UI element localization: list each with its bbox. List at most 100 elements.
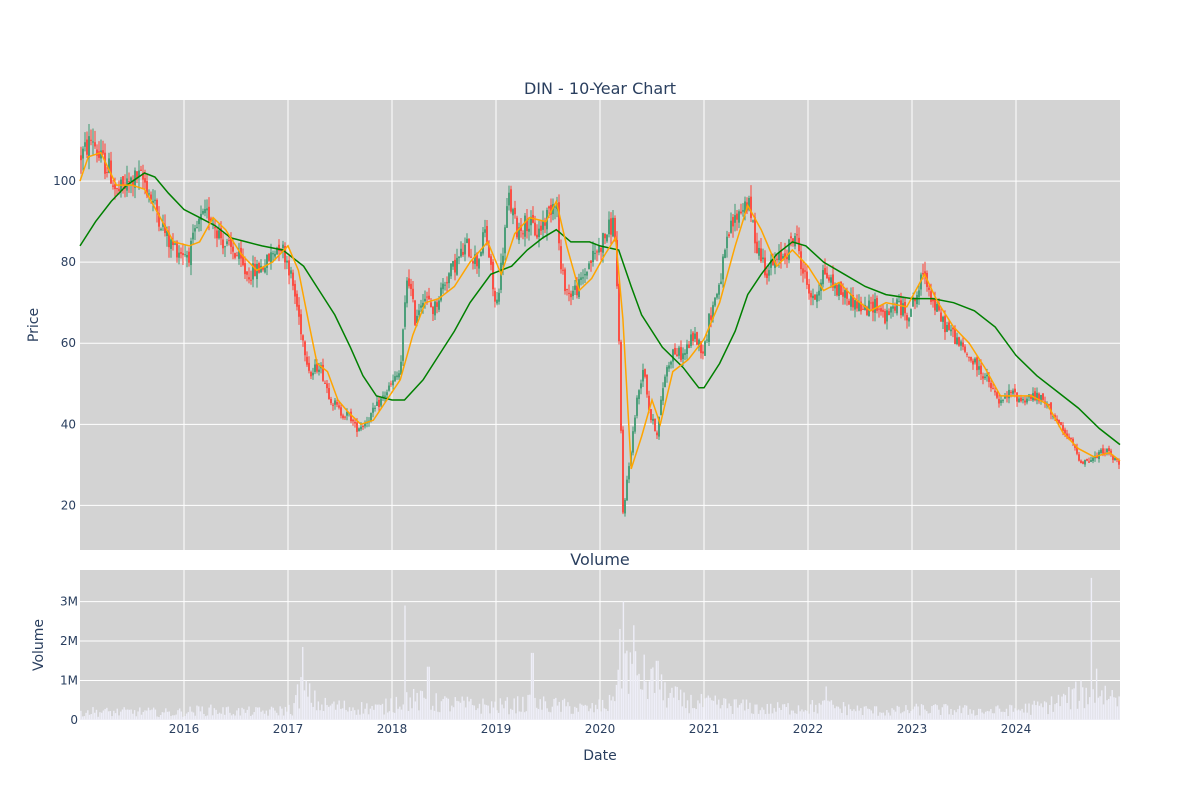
candle-body [1016, 392, 1018, 402]
volume-bar [964, 705, 966, 720]
volume-bar [582, 705, 585, 720]
volume-bar [423, 697, 425, 720]
candle-body [504, 227, 506, 254]
volume-bar [988, 711, 990, 720]
candle-body [300, 314, 302, 335]
candle-body [1110, 450, 1112, 455]
candle-body [346, 411, 348, 416]
candle-body [1084, 460, 1086, 465]
candle-body [480, 251, 482, 257]
candle-body [550, 204, 552, 215]
candle-body [1034, 391, 1036, 401]
volume-bar [85, 712, 87, 720]
volume-bar [442, 698, 444, 720]
candle-body [514, 207, 516, 215]
volume-bar [825, 686, 827, 720]
volume-bar [215, 709, 217, 720]
volume-bar [997, 705, 999, 720]
volume-bar [887, 712, 890, 720]
candle-body [836, 284, 838, 296]
volume-bar [896, 705, 898, 720]
volume-bar [731, 713, 734, 720]
candle-body [564, 269, 566, 292]
volume-bar [783, 704, 786, 720]
candle-body [380, 398, 382, 406]
volume-bar [636, 675, 638, 720]
volume-bar [282, 715, 285, 720]
candle-body [688, 344, 690, 348]
volume-bar [555, 697, 557, 720]
volume-bar [288, 704, 290, 720]
candle-body [806, 271, 808, 285]
volume-bar [1010, 705, 1013, 720]
candle-body [744, 201, 746, 214]
volume-bar [350, 710, 352, 720]
volume-bar [792, 710, 794, 720]
volume-bar [326, 705, 328, 720]
candle-body [414, 300, 416, 325]
volume-bar [1116, 706, 1119, 720]
candle-body [1008, 389, 1010, 399]
volume-bar [724, 698, 727, 720]
candle-body [706, 339, 708, 341]
volume-bar [425, 698, 427, 720]
volume-bar [738, 704, 741, 720]
candle-body [612, 217, 614, 237]
volume-bar [187, 712, 190, 720]
candle-body [952, 327, 954, 330]
candle-body [852, 295, 854, 308]
candle-body [232, 246, 234, 252]
candle-body [370, 412, 372, 421]
date-x-tick-label: 2024 [1001, 722, 1032, 736]
candle-body [206, 208, 208, 211]
volume-bar [560, 711, 562, 720]
volume-bar [137, 711, 139, 720]
candle-body [808, 284, 810, 294]
candle-body [398, 373, 400, 378]
candle-body [148, 193, 150, 195]
volume-bar [499, 698, 502, 720]
volume-bar [388, 711, 391, 720]
volume-bar [818, 703, 820, 720]
candle-body [826, 272, 828, 279]
candle-body [876, 298, 878, 311]
candle-body [996, 392, 998, 398]
candle-body [362, 426, 364, 428]
candle-body [916, 294, 918, 305]
candle-body [170, 239, 172, 249]
volume-bar [109, 711, 112, 720]
volume-bar [366, 703, 368, 720]
candle-body [624, 499, 626, 514]
candle-body [944, 316, 946, 333]
volume-bar [1073, 688, 1075, 720]
volume-bar [556, 705, 559, 720]
volume-bar [118, 715, 120, 720]
volume-bar [241, 707, 243, 720]
candle-body [88, 136, 90, 158]
candle-body [246, 271, 248, 275]
candle-body [1108, 448, 1110, 452]
volume-bar [1004, 712, 1006, 720]
volume-bar [837, 706, 840, 720]
volume-bar [671, 687, 673, 720]
volume-bar [645, 681, 647, 720]
candle-body [350, 411, 352, 422]
candle-body [188, 251, 190, 263]
volume-bar [718, 699, 720, 720]
candle-body [314, 364, 316, 372]
volume-bar [761, 707, 763, 720]
candle-body [264, 267, 266, 273]
volume-bar [957, 709, 959, 720]
volume-bar [258, 707, 261, 720]
volume-bar [1109, 696, 1112, 720]
volume-bar [596, 709, 599, 720]
candle-body [902, 303, 904, 316]
candle-body [720, 281, 722, 284]
candle-body [276, 247, 278, 255]
volume-bar [601, 699, 604, 720]
candle-body [622, 429, 624, 513]
candle-body [84, 142, 86, 147]
candle-body [638, 390, 640, 400]
candle-body [968, 356, 970, 358]
volume-bar [123, 707, 125, 720]
